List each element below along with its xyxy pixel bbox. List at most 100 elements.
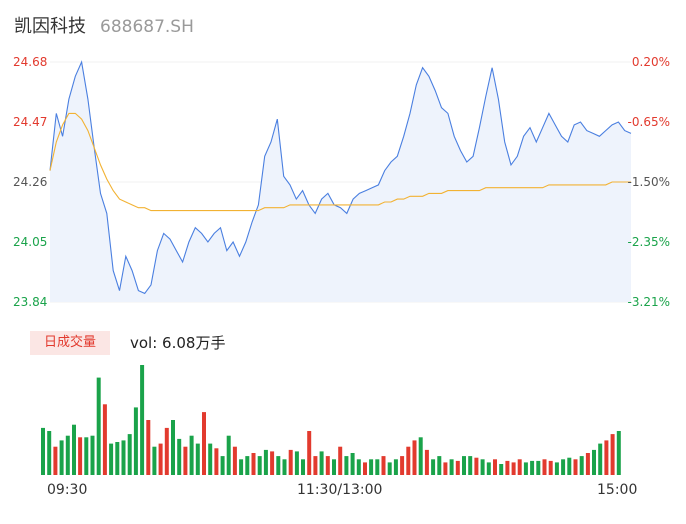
volume-bar xyxy=(288,449,293,475)
title-row: 凯因科技 688687.SH xyxy=(14,12,194,40)
volume-bar xyxy=(592,449,596,475)
volume-layer xyxy=(41,365,621,475)
volume-bar xyxy=(115,442,120,475)
volume-bar xyxy=(158,443,163,475)
y-tick-right-1: 0.20% xyxy=(631,55,670,69)
volume-bar xyxy=(431,459,436,475)
volume-bar xyxy=(375,459,380,475)
volume-bar xyxy=(462,456,466,475)
volume-bar xyxy=(573,459,578,475)
volume-bar xyxy=(164,427,169,475)
volume-bar xyxy=(47,431,52,475)
volume-bar xyxy=(400,456,405,475)
volume-bar xyxy=(276,456,281,475)
volume-bar xyxy=(530,460,535,475)
volume-bar xyxy=(387,462,392,475)
y-tick-right-3: -1.50% xyxy=(627,175,670,189)
volume-bar xyxy=(146,420,151,475)
volume-bar xyxy=(517,459,522,475)
volume-bar xyxy=(319,451,324,475)
volume-bar xyxy=(96,377,101,475)
volume-bar xyxy=(226,435,231,475)
volume-bar xyxy=(598,443,603,475)
price-layer xyxy=(49,60,632,302)
volume-bar xyxy=(443,462,448,475)
volume-bar xyxy=(381,456,386,475)
volume-bar xyxy=(214,448,219,475)
volume-bar xyxy=(65,435,70,475)
volume-summary: vol: 6.08万手 xyxy=(130,334,226,352)
volume-bar xyxy=(313,456,318,475)
y-tick-left-4: 24.05 xyxy=(13,235,48,249)
volume-bar xyxy=(424,449,429,475)
volume-bar xyxy=(140,365,145,475)
volume-bar xyxy=(511,462,516,475)
volume-bar xyxy=(616,431,621,475)
volume-bar xyxy=(202,412,206,475)
volume-bar xyxy=(412,440,417,475)
volume-bar xyxy=(59,440,64,475)
x-tick-close: 15:00 xyxy=(597,482,638,498)
volume-bar xyxy=(127,434,132,475)
volume-bar xyxy=(437,456,442,475)
volume-bar xyxy=(344,456,349,475)
volume-bar xyxy=(53,446,58,475)
volume-bar xyxy=(610,434,615,475)
volume-bar xyxy=(263,449,268,475)
volume-bar xyxy=(486,462,491,475)
volume-bar xyxy=(567,457,572,475)
volume-bar xyxy=(251,453,256,475)
x-tick-open: 09:30 xyxy=(47,482,88,498)
volume-bar xyxy=(406,446,411,475)
volume-bar xyxy=(102,404,107,475)
volume-bar xyxy=(369,459,374,475)
volume-bar xyxy=(542,459,547,475)
volume-bar xyxy=(133,407,138,475)
y-tick-left-3: 24.26 xyxy=(13,175,48,189)
volume-bar xyxy=(220,456,225,475)
volume-bar xyxy=(579,456,584,475)
volume-bar xyxy=(183,446,188,475)
volume-bar xyxy=(554,462,559,475)
volume-bar xyxy=(480,459,485,475)
volume-bar xyxy=(257,456,262,475)
volume-bar xyxy=(393,459,398,475)
y-tick-left-1: 24.68 xyxy=(13,55,48,69)
volume-bar xyxy=(121,440,126,475)
volume-bar xyxy=(332,459,336,475)
volume-bar xyxy=(493,459,497,475)
volume-bar xyxy=(239,459,244,475)
average-price-line xyxy=(49,112,631,212)
volume-bar xyxy=(548,460,553,475)
y-tick-left-2: 24.47 xyxy=(13,115,48,129)
volume-bar xyxy=(78,437,83,475)
volume-bar xyxy=(356,459,361,475)
volume-bar xyxy=(499,464,504,475)
volume-bar xyxy=(523,462,528,475)
volume-bar xyxy=(109,443,114,475)
volume-bar xyxy=(561,459,566,475)
volume-bar xyxy=(84,437,89,475)
volume-bar xyxy=(604,440,609,475)
y-tick-right-5: -3.21% xyxy=(627,295,670,309)
volume-bar xyxy=(468,456,473,475)
y-tick-right-2: -0.65% xyxy=(627,115,670,129)
volume-bar xyxy=(208,443,213,475)
volume-bar xyxy=(325,456,330,475)
volume-bar xyxy=(245,456,250,475)
y-tick-right-4: -2.35% xyxy=(627,235,670,249)
volume-bar xyxy=(177,438,182,475)
volume-bar xyxy=(338,446,343,475)
price-area xyxy=(50,62,631,302)
volume-bar xyxy=(301,459,305,475)
volume-bar xyxy=(152,446,157,475)
volume-bar xyxy=(307,431,312,475)
volume-bar xyxy=(363,462,367,475)
volume-bar xyxy=(171,420,175,475)
volume-bar xyxy=(90,435,95,475)
volume-bar xyxy=(282,459,287,475)
volume-bar xyxy=(585,453,590,475)
volume-bar xyxy=(232,446,237,475)
volume-bar xyxy=(72,424,76,475)
